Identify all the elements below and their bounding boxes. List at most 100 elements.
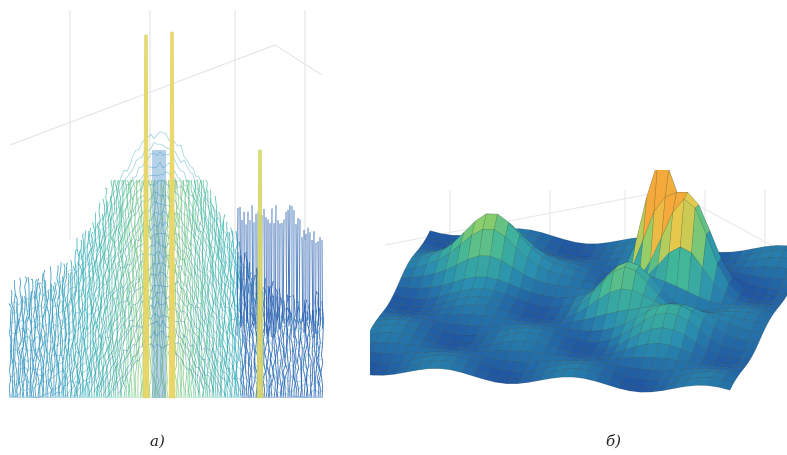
mesh-stroke	[270, 208, 273, 338]
mesh-stroke	[54, 282, 58, 399]
mesh-ridge	[93, 290, 227, 397]
mesh-stroke	[216, 217, 220, 399]
mesh-stroke	[196, 180, 200, 399]
mesh-stroke	[274, 287, 278, 399]
mesh-stroke	[122, 179, 126, 399]
mesh-stroke	[317, 241, 320, 327]
mesh-stroke	[8, 303, 12, 399]
mesh-ridge	[87, 284, 233, 398]
mesh-lines-a	[8, 31, 324, 399]
mesh-ridge	[9, 171, 323, 363]
surface-plot-a	[8, 10, 324, 399]
surface-facet	[780, 250, 787, 259]
mesh-stroke	[316, 292, 320, 399]
mesh-stroke	[312, 309, 316, 399]
mesh-stroke	[251, 205, 254, 326]
mesh-stroke	[13, 280, 16, 399]
mesh-stroke	[174, 179, 178, 399]
mesh-stroke	[98, 202, 102, 399]
spike	[168, 31, 176, 399]
mesh-stroke	[236, 251, 240, 399]
surface-plot-b	[370, 170, 787, 393]
mesh-stroke	[194, 179, 198, 399]
surface-facet	[783, 246, 787, 251]
mesh-stroke	[112, 179, 116, 399]
mesh-stroke	[301, 237, 304, 323]
mesh-stroke	[116, 179, 120, 399]
spike	[142, 34, 150, 399]
mesh-stroke	[288, 205, 291, 325]
mesh-ridge	[105, 319, 212, 398]
mesh-ridge	[9, 179, 323, 371]
mesh-stroke	[90, 231, 94, 399]
mesh-stroke	[295, 224, 298, 329]
mesh-stroke	[262, 287, 266, 399]
mesh-stroke	[154, 179, 158, 399]
mesh-stroke	[82, 233, 86, 399]
mesh-stroke	[166, 179, 170, 399]
mesh-stroke	[10, 290, 14, 399]
mesh-stroke	[239, 206, 242, 328]
mesh-ridge	[63, 251, 251, 399]
grid-line	[9, 44, 276, 146]
mesh-stroke	[244, 251, 248, 399]
mesh-stroke	[84, 230, 88, 399]
mesh-stroke	[110, 179, 114, 399]
mesh-stroke	[18, 277, 22, 399]
mesh-stroke	[148, 179, 152, 399]
mesh-stroke	[274, 205, 277, 333]
mesh-stroke	[182, 180, 186, 399]
mesh-stroke	[266, 285, 270, 399]
mesh-stroke	[210, 189, 214, 399]
mesh-stroke	[162, 179, 166, 399]
panel-b-faceted-surface	[370, 170, 787, 410]
mesh-stroke	[120, 179, 124, 399]
mesh-ridge	[78, 271, 239, 398]
mesh-ridge	[9, 191, 323, 382]
mesh-ridge	[9, 221, 275, 397]
mesh-stroke	[126, 179, 130, 399]
caption-a: а)	[150, 432, 165, 450]
mesh-stroke	[308, 232, 311, 324]
mesh-ridge	[114, 330, 206, 392]
mesh-stroke	[102, 198, 106, 399]
mesh-stroke	[150, 179, 154, 399]
surface-facet	[780, 278, 787, 289]
mesh-stroke	[278, 288, 282, 399]
mesh-ridge	[99, 300, 221, 396]
mesh-stroke	[246, 262, 250, 399]
axis-grid-a	[9, 10, 323, 240]
mesh-ridge	[9, 161, 323, 352]
mesh-stroke	[298, 219, 301, 324]
mesh-stroke	[108, 196, 112, 399]
spike	[256, 149, 264, 399]
mesh-stroke	[152, 179, 156, 399]
mesh-stroke	[220, 220, 224, 399]
mesh-stroke	[42, 269, 46, 399]
mesh-stroke	[245, 224, 248, 324]
mesh-stroke	[230, 227, 234, 399]
mesh-ridge	[102, 313, 215, 396]
mesh-stroke	[48, 266, 52, 399]
mesh-stroke	[320, 301, 324, 399]
mesh-stroke	[40, 272, 44, 399]
panel-a-wireframe-surface	[0, 0, 340, 410]
mesh-stroke	[62, 263, 66, 399]
mesh-stroke	[302, 299, 306, 399]
mesh-stroke	[321, 239, 324, 329]
mesh-stroke	[250, 278, 254, 399]
mesh-stroke	[132, 179, 136, 399]
mesh-stroke	[218, 211, 222, 399]
mesh-stroke	[34, 278, 38, 399]
mesh-stroke	[128, 179, 132, 399]
mesh-ridge	[72, 262, 245, 397]
mesh-stroke	[92, 221, 96, 399]
mesh-stroke	[265, 217, 268, 334]
mesh-stroke	[285, 211, 288, 337]
mesh-stroke	[96, 222, 100, 399]
mesh-stroke	[268, 285, 272, 399]
mesh-stroke	[36, 278, 40, 399]
mesh-stroke	[80, 239, 84, 399]
mesh-stroke	[308, 303, 312, 399]
mesh-ridge	[51, 240, 257, 397]
